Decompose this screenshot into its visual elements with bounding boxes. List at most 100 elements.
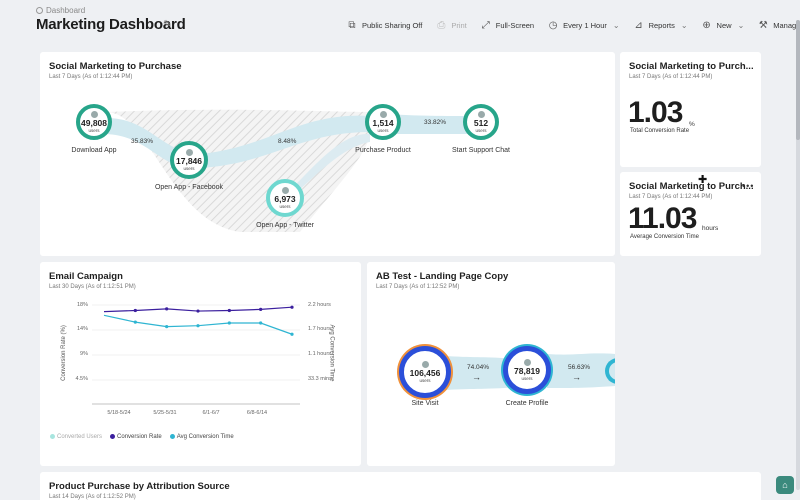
card-subtitle: Last 30 Days (As of 1:12:51 PM) (49, 284, 136, 290)
node-icon (185, 149, 193, 157)
refresh-interval-dropdown[interactable]: ◷ Every 1 Hour ⌄ (548, 20, 620, 31)
node-label: Download App (71, 147, 117, 154)
arrow-right-icon: → (472, 372, 481, 382)
chart-icon: ⊿ (634, 20, 643, 31)
funnel-node-open-app-facebook[interactable]: 17,846 users (170, 141, 208, 179)
chevron-down-icon: ⌄ (680, 21, 688, 30)
metric-unit: % (689, 121, 695, 128)
reports-dropdown[interactable]: ⊿ Reports ⌄ (634, 20, 688, 31)
y-axis-label-left: Conversion Rate (%) (60, 325, 67, 381)
node-label: Open App - Twitter (256, 222, 314, 229)
x-tick: 6/8-6/14 (246, 410, 268, 416)
card-subtitle: Last 7 Days (As of 1:12:44 PM) (629, 74, 713, 80)
node-icon (523, 359, 531, 367)
move-cursor-icon: ✚ (698, 174, 708, 186)
x-tick: 5/25-5/31 (153, 410, 177, 416)
y-tick-right: 33.3 mins (308, 376, 332, 382)
node-icon (281, 187, 289, 195)
social-funnel-card[interactable]: Social Marketing to Purchase Last 7 Days… (40, 52, 615, 256)
metric-label: Total Conversion Rate (630, 128, 690, 134)
metric-value: 1.03 (628, 96, 683, 129)
funnel-node-purchase-product[interactable]: 1,514 users (365, 104, 401, 140)
fullscreen-button[interactable]: ⤢ Full-Screen (481, 20, 535, 31)
feedback-button[interactable]: ⌂ (776, 476, 794, 494)
chart-legend: Converted Users Conversion Rate Avg Conv… (50, 434, 234, 440)
new-dropdown[interactable]: ⊕ New ⌄ (702, 20, 745, 31)
y-tick-right: 2.2 hours (308, 302, 331, 308)
y-tick-left: 9% (80, 351, 88, 357)
node-label: Purchase Product (355, 147, 411, 154)
funnel-flows (106, 109, 480, 232)
x-tick: 5/18-5/24 (107, 410, 131, 416)
conversion-rate-card[interactable]: Social Marketing to Purch... Last 7 Days… (620, 52, 761, 167)
expand-icon: ⤢ (481, 20, 490, 31)
public-sharing-button[interactable]: ⧉ Public Sharing Off (346, 20, 422, 31)
conversion-pct: 56.63% (568, 364, 591, 371)
card-title: Product Purchase by Attribution Source (49, 481, 230, 492)
node-icon (379, 111, 387, 119)
legend-conversion-rate[interactable]: Conversion Rate (110, 434, 162, 440)
conversion-pct: 33.82% (424, 119, 447, 126)
ab-node-create-profile[interactable]: 78,819 users (503, 346, 551, 394)
node-label: Start Support Chat (452, 147, 510, 154)
node-label: Create Profile (505, 400, 549, 407)
flow-purchase-chat (384, 114, 480, 134)
scrollbar-thumb[interactable] (796, 20, 800, 140)
y-tick-left: 4.5% (75, 376, 88, 382)
breadcrumb-label[interactable]: Dashboard (46, 6, 86, 15)
chevron-down-icon: ⌄ (737, 21, 745, 30)
card-title: Social Marketing to Purchase (49, 61, 182, 72)
y-axis-label-right: Avg Conversion Time (328, 324, 335, 382)
card-subtitle: Last 7 Days (As of 1:12:44 PM) (49, 74, 133, 80)
flow-download-purchase (200, 115, 370, 168)
page-scrollbar[interactable] (796, 20, 800, 490)
y-tick-left: 18% (76, 302, 88, 308)
card-subtitle: Last 7 Days (As of 1:12:52 PM) (376, 284, 460, 290)
node-label: Site Visit (411, 400, 439, 407)
print-button[interactable]: ⎙ Print (437, 20, 467, 31)
ab-test-card[interactable]: AB Test - Landing Page Copy Last 7 Days … (367, 262, 615, 466)
product-purchase-card[interactable]: Product Purchase by Attribution Source L… (40, 472, 761, 500)
conversion-pct: 35.83% (131, 138, 154, 145)
metric-unit: hours (702, 225, 719, 232)
y-tick-right: 1.1 hours (308, 351, 331, 357)
page-title: Marketing Dashboard (36, 16, 186, 33)
x-tick: 6/1-6/7 (202, 410, 220, 416)
legend-avg-conversion-time[interactable]: Avg Conversion Time (169, 434, 234, 440)
clock-icon: ◷ (548, 20, 558, 31)
funnel-node-download-app[interactable]: 49,808 users (76, 104, 112, 140)
card-subtitle: Last 14 Days (As of 1:12:52 PM) (49, 494, 136, 500)
y-tick-right: 1.7 hours (308, 326, 331, 332)
legend-converted-users[interactable]: Converted Users (50, 434, 102, 440)
conversion-pct: 74.04% (467, 364, 490, 371)
arrow-right-icon: → (572, 372, 581, 382)
email-campaign-card[interactable]: Email Campaign Last 30 Days (As of 1:12:… (40, 262, 361, 466)
dashboard-header: Dashboard Marketing Dashboard ✎ ⧉ Public… (0, 0, 800, 46)
plus-circle-icon: ⊕ (702, 20, 711, 31)
printer-icon: ⎙ (437, 20, 446, 31)
share-icon: ⧉ (348, 20, 356, 31)
breadcrumb[interactable]: Dashboard (36, 6, 85, 15)
y-tick-left: 14% (76, 326, 88, 332)
card-title: Social Marketing to Purch... (629, 181, 754, 192)
more-options-icon[interactable]: ••• (742, 181, 755, 191)
card-title: Email Campaign (49, 271, 123, 282)
chevron-down-icon: ⌄ (612, 21, 620, 30)
funnel-node-open-app-twitter[interactable]: 6,973 users (266, 179, 304, 217)
manage-dropdown[interactable]: ⚒ Manage ⌄ (758, 20, 800, 31)
card-title: AB Test - Landing Page Copy (376, 271, 509, 282)
flow-profile-next (547, 353, 615, 388)
wrench-icon: ⚒ (758, 20, 768, 31)
dashboard-icon (36, 7, 43, 14)
toolbar: ⧉ Public Sharing Off ⎙ Print ⤢ Full-Scre… (346, 20, 800, 31)
card-subtitle: Last 7 Days (As of 1:12:44 PM) (629, 194, 713, 200)
conversion-time-card[interactable]: Social Marketing to Purch... Last 7 Days… (620, 172, 761, 256)
chat-icon: ⌂ (782, 480, 788, 490)
node-icon (477, 111, 485, 119)
metric-value: 11.03 (628, 202, 697, 235)
edit-pencil-icon[interactable]: ✎ (163, 19, 172, 30)
funnel-node-start-support-chat[interactable]: 512 users (463, 104, 499, 140)
conversion-pct: 8.48% (278, 138, 297, 145)
card-title: Social Marketing to Purch... (629, 61, 754, 72)
ab-node-site-visit[interactable]: 106,456 users (399, 346, 451, 398)
